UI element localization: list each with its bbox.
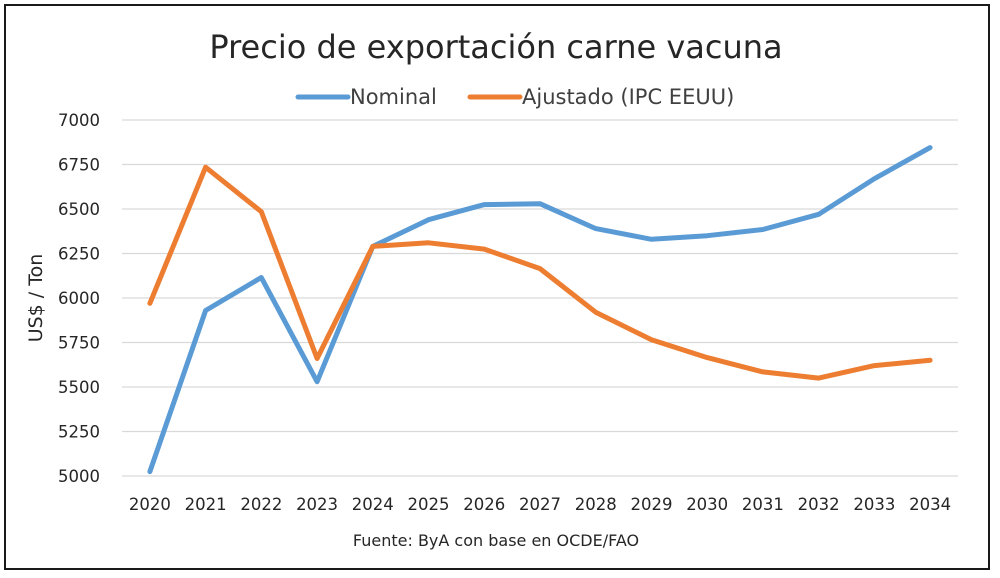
y-tick-label: 5000: [58, 467, 100, 486]
source-note: Fuente: ByA con base en OCDE/FAO: [353, 531, 639, 550]
y-tick-label: 5250: [58, 423, 100, 442]
legend-label: Nominal: [350, 85, 437, 109]
y-tick-label: 6750: [58, 156, 100, 175]
y-tick-label: 6250: [58, 245, 100, 264]
x-tick-label: 2032: [798, 495, 840, 514]
series-line-ajustado: [147, 164, 933, 381]
y-axis-ticks: 5000 5250 5500 5750 6000 6250 6500 6750 7000: [58, 111, 100, 486]
x-tick-label: 2033: [853, 495, 895, 514]
x-tick-label: 2021: [185, 495, 227, 514]
y-tick-label: 5750: [58, 334, 100, 353]
y-axis-label: US$ / Ton: [25, 254, 47, 343]
x-tick-label: 2029: [630, 495, 672, 514]
x-tick-label: 2031: [742, 495, 784, 514]
x-tick-label: 2025: [408, 495, 450, 514]
series-line-nominal: [147, 145, 933, 475]
legend: Nominal Ajustado (IPC EEUU): [295, 85, 734, 109]
x-tick-label: 2030: [686, 495, 728, 514]
x-tick-label: 2034: [909, 495, 951, 514]
y-tick-label: 7000: [58, 111, 100, 130]
x-tick-label: 2023: [296, 495, 338, 514]
x-tick-label: 2022: [240, 495, 282, 514]
x-tick-label: 2028: [575, 495, 617, 514]
y-tick-label: 5500: [58, 378, 100, 397]
x-tick-label: 2024: [352, 495, 394, 514]
x-axis-ticks: 2020 2021 2022 2023 2024 2025 2026 2027 2028 2029…: [129, 495, 951, 514]
x-tick-label: 2027: [519, 495, 561, 514]
series-lines: [147, 145, 933, 475]
y-tick-label: 6500: [58, 200, 100, 219]
chart-title: Precio de exportación carne vacuna: [209, 28, 782, 66]
y-tick-label: 6000: [58, 289, 100, 308]
x-tick-label: 2026: [463, 495, 505, 514]
gridlines: [122, 119, 958, 477]
x-tick-label: 2020: [129, 495, 171, 514]
legend-label: Ajustado (IPC EEUU): [522, 85, 734, 109]
